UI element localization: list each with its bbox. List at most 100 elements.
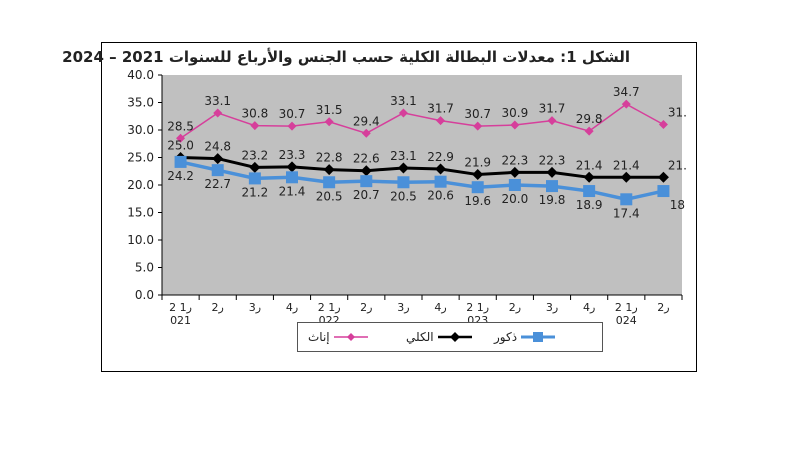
y-tick-label: 5.0 xyxy=(135,261,154,275)
data-point xyxy=(508,179,521,191)
data-label: 17.4 xyxy=(613,206,640,220)
y-tick-label: 35.0 xyxy=(127,96,154,110)
data-point xyxy=(583,171,595,183)
data-point xyxy=(211,164,224,177)
data-point xyxy=(546,180,558,193)
data-label: 34.7 xyxy=(613,85,640,99)
data-label: 30.8 xyxy=(241,107,268,121)
legend: إناث الكلي ذكور xyxy=(297,322,603,352)
data-point xyxy=(434,175,447,188)
data-label: 31. xyxy=(668,106,687,120)
data-label: 18.9 xyxy=(576,198,603,212)
data-label: 21.4 xyxy=(613,158,640,172)
data-label: 20.5 xyxy=(390,189,417,203)
data-label: 33.1 xyxy=(204,94,231,108)
data-label: 21. xyxy=(668,158,687,172)
data-point xyxy=(323,164,335,176)
data-point xyxy=(546,166,558,178)
legend-item-total: الكلي xyxy=(406,329,472,345)
data-label: 25.0 xyxy=(167,139,194,153)
x-tick-label: ر2 xyxy=(509,301,521,314)
x-tick-label: ر1 2 xyxy=(169,301,192,314)
x-tick-label: ر3 xyxy=(546,301,558,314)
data-label: 30.7 xyxy=(464,107,491,121)
data-label: 24.2 xyxy=(167,169,194,183)
y-tick-label: 25.0 xyxy=(127,151,154,165)
x-tick-label: ر3 xyxy=(397,301,409,314)
data-label: 21.4 xyxy=(576,158,603,172)
x-tick-label: ر3 xyxy=(249,301,261,314)
data-point xyxy=(174,155,187,168)
legend-label-male: ذكور xyxy=(494,330,518,344)
y-tick-label: 0.0 xyxy=(135,288,154,302)
y-ticks: 0.0 5.0 10.0 15.0 20.0 25.0 30.0 35.0 40.0 xyxy=(127,68,162,302)
series-line-2 xyxy=(180,160,664,202)
data-label: 20.0 xyxy=(501,192,528,206)
data-point xyxy=(323,176,336,189)
data-label: 22.3 xyxy=(501,153,528,167)
data-point xyxy=(621,99,631,109)
data-point xyxy=(473,121,483,131)
data-point xyxy=(436,116,446,126)
data-label: 22.8 xyxy=(316,151,343,165)
x-tick-label: ر2 xyxy=(657,301,669,314)
data-point xyxy=(213,108,223,118)
data-label: 21.9 xyxy=(464,156,491,170)
data-label: 19.8 xyxy=(539,193,566,207)
data-point xyxy=(250,121,260,131)
x-tick-label: ر4 xyxy=(286,301,298,314)
data-point xyxy=(286,171,298,184)
data-label: 24.8 xyxy=(204,140,231,154)
data-label: 21.4 xyxy=(279,184,306,198)
data-label: 22.7 xyxy=(204,177,231,191)
x-tick-label: ر4 xyxy=(583,301,595,314)
data-point xyxy=(547,116,557,126)
y-tick-label: 30.0 xyxy=(127,123,154,137)
series-lines xyxy=(180,103,664,202)
data-label: 30.7 xyxy=(279,107,306,121)
x-tick-label: ر2 xyxy=(360,301,372,314)
series-line-0 xyxy=(180,103,664,139)
x-tick-label: ر1 2 xyxy=(615,301,638,314)
data-point xyxy=(472,169,484,181)
data-point xyxy=(658,120,668,129)
data-label: 28.5 xyxy=(167,119,194,133)
data-label: 33.1 xyxy=(390,94,417,108)
y-tick-label: 40.0 xyxy=(127,68,154,82)
data-point xyxy=(435,163,447,175)
data-point xyxy=(583,185,596,198)
data-label: 29.4 xyxy=(353,114,380,128)
series-line-1 xyxy=(180,156,664,179)
data-point xyxy=(657,171,669,183)
data-point xyxy=(287,121,297,131)
data-label: 30.9 xyxy=(501,106,528,120)
data-point xyxy=(397,176,410,189)
data-point xyxy=(509,166,521,178)
data-point xyxy=(471,181,484,194)
data-point xyxy=(286,161,298,173)
data-point xyxy=(397,162,409,174)
data-label: 31.5 xyxy=(316,103,343,117)
legend-label-female: إناث xyxy=(308,330,330,344)
data-point xyxy=(510,120,520,130)
data-label: 23.1 xyxy=(390,149,417,163)
x-tick-label: 024 xyxy=(616,314,637,327)
data-point xyxy=(212,153,224,165)
data-label: 29.8 xyxy=(576,112,603,126)
data-point xyxy=(360,175,373,188)
legend-item-female: إناث xyxy=(308,329,368,345)
data-point xyxy=(657,185,670,198)
data-labels: 28.5 33.1 30.8 30.7 31.5 29.4 33.1 31.7 30.7 30.9… xyxy=(167,85,687,220)
legend-item-male: ذكور xyxy=(494,329,556,345)
series-markers xyxy=(174,99,670,206)
data-point xyxy=(398,108,408,118)
data-label: 22.3 xyxy=(539,153,566,167)
data-point xyxy=(620,193,633,206)
data-label: 20.7 xyxy=(353,188,380,202)
data-point xyxy=(361,128,371,138)
data-label: 23.2 xyxy=(241,148,268,162)
data-label: 22.6 xyxy=(353,152,380,166)
data-point xyxy=(620,171,632,183)
plot-area xyxy=(162,75,682,295)
x-tick-label: ر1 2 xyxy=(466,301,489,314)
